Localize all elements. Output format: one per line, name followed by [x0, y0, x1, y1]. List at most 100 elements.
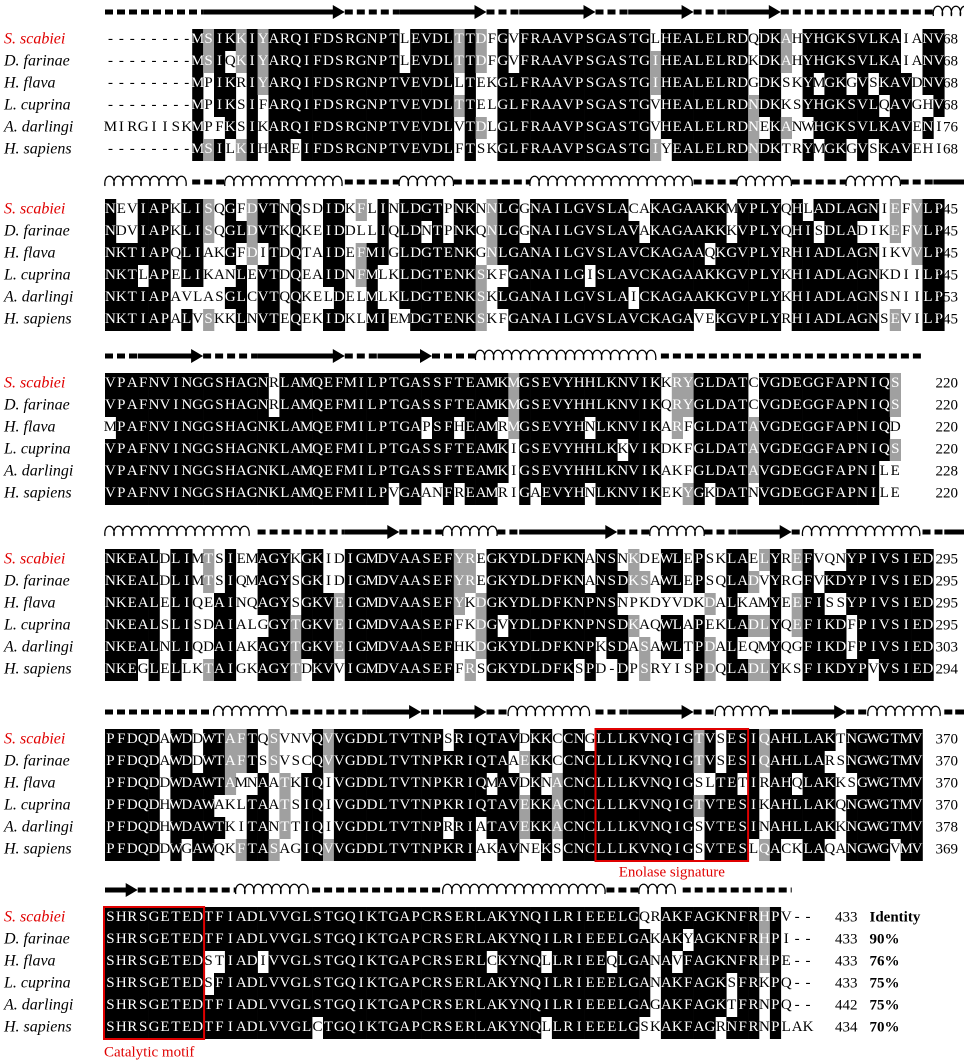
residue: D [541, 617, 552, 633]
residue-shade [137, 199, 149, 221]
residue: D [432, 141, 443, 157]
residue-shade [246, 995, 258, 1017]
residue-shade [290, 973, 302, 995]
residue: S [717, 753, 725, 769]
residue: G [857, 797, 868, 813]
residue-shade [541, 373, 553, 395]
residue-shade [268, 615, 280, 637]
residue: N [530, 223, 541, 239]
residue: E [455, 1019, 464, 1035]
residue-shade [573, 839, 585, 861]
residue: R [531, 97, 541, 113]
residue: L [564, 201, 573, 217]
residue-shade [453, 243, 465, 265]
residue-shade [737, 139, 749, 161]
residue-shade [421, 951, 433, 973]
residue-shade [442, 1017, 455, 1039]
residue-shade [541, 483, 553, 505]
residue-shade [693, 95, 705, 117]
end-position: 220 [936, 397, 959, 413]
residue: T [694, 753, 703, 769]
residue-shade [442, 615, 455, 637]
residue-shade [878, 729, 891, 751]
residue-shade [857, 593, 869, 615]
residue-shade [301, 373, 313, 395]
residue: L [596, 753, 605, 769]
residue: H [574, 419, 585, 435]
residue-shade [606, 571, 618, 593]
residue-shade [693, 1017, 705, 1039]
residue-shade [551, 1017, 564, 1039]
residue: V [160, 397, 171, 413]
residue: L [531, 551, 540, 567]
residue-shade [704, 995, 716, 1017]
residue: H [781, 775, 792, 791]
residue: E [542, 463, 551, 479]
residue: F [444, 617, 452, 633]
residue: T [487, 753, 496, 769]
residue-shade [257, 795, 269, 817]
residue: A [149, 245, 160, 261]
residue-shade [813, 95, 825, 117]
residue-shade [628, 461, 640, 483]
residue: G [628, 997, 639, 1013]
strand-head [681, 705, 694, 719]
residue: K [606, 419, 617, 435]
residue: A [606, 141, 617, 157]
residue-shade [551, 309, 564, 331]
residue: - [806, 997, 811, 1013]
residue: L [880, 463, 889, 479]
residue: D [149, 841, 160, 857]
residue: H [792, 267, 803, 283]
residue: L [618, 775, 627, 791]
residue: A [726, 397, 737, 413]
helix [507, 705, 591, 717]
residue: A [170, 311, 181, 327]
residue: K [650, 397, 661, 413]
residue-shade [323, 729, 335, 751]
residue: L [237, 289, 246, 305]
residue: H [116, 1019, 127, 1035]
residue-shade [148, 483, 160, 505]
residue: R [498, 485, 508, 501]
residue: V [879, 617, 890, 633]
residue-shade [246, 461, 258, 483]
residue: W [659, 639, 674, 655]
residue-shade [759, 243, 771, 265]
residue-shade [911, 659, 923, 681]
residue-shade [878, 51, 891, 73]
residue-shade [486, 907, 498, 929]
residue: I [217, 53, 222, 69]
residue: G [290, 997, 301, 1013]
residue-shade [421, 73, 433, 95]
residue-shade [671, 615, 683, 637]
residue-shade [715, 117, 727, 139]
residue-shade [715, 995, 727, 1017]
residue-shade [410, 549, 422, 571]
residue-shade [312, 483, 324, 505]
residue: H [574, 441, 585, 457]
residue: G [421, 311, 432, 327]
residue: V [912, 223, 923, 239]
residue-shade [573, 309, 585, 331]
residue-shade [170, 439, 182, 461]
residue: L [564, 245, 573, 261]
residue: V [258, 201, 269, 217]
residue-shade [671, 549, 683, 571]
residue-shade [628, 549, 640, 571]
end-position: 68 [943, 141, 958, 157]
residue: H [160, 797, 171, 813]
residue: G [574, 267, 585, 283]
residue-shade [312, 571, 324, 593]
residue-shade [497, 729, 509, 751]
residue-shade [682, 729, 694, 751]
residue: G [628, 953, 639, 969]
residue: R [781, 551, 791, 567]
residue: A [127, 419, 138, 435]
residue: G [705, 909, 716, 925]
residue: L [378, 819, 387, 835]
residue-shade [290, 615, 302, 637]
residue-shade [606, 483, 618, 505]
residue: Q [748, 31, 759, 47]
residue: A [639, 975, 650, 991]
